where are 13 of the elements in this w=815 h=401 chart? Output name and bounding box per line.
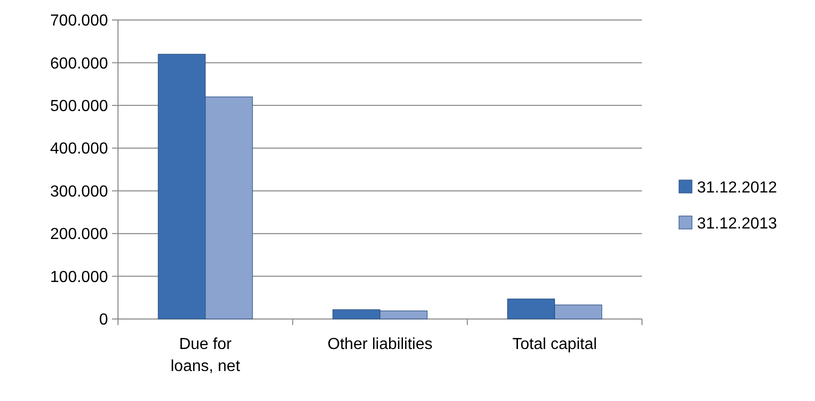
legend-label: 31.12.2012 bbox=[697, 180, 778, 197]
x-tick-label: Other liabilities bbox=[328, 336, 432, 353]
y-tick-label: 100.000 bbox=[50, 268, 108, 286]
y-tick-label: 600.000 bbox=[50, 55, 108, 72]
legend-label: 31.12.2013 bbox=[697, 216, 778, 233]
y-tick-label: 500.000 bbox=[50, 98, 108, 116]
x-tick-label: Due for loans, net bbox=[170, 336, 241, 375]
y-tick-label: 0 bbox=[99, 312, 108, 329]
y-tick-label: 700.000 bbox=[50, 12, 108, 30]
y-tick-label: 300.000 bbox=[50, 183, 108, 200]
x-tick-label: Total capital bbox=[512, 336, 597, 353]
y-tick-label: 400.000 bbox=[50, 140, 108, 158]
y-tick-label: 200.000 bbox=[50, 226, 108, 244]
